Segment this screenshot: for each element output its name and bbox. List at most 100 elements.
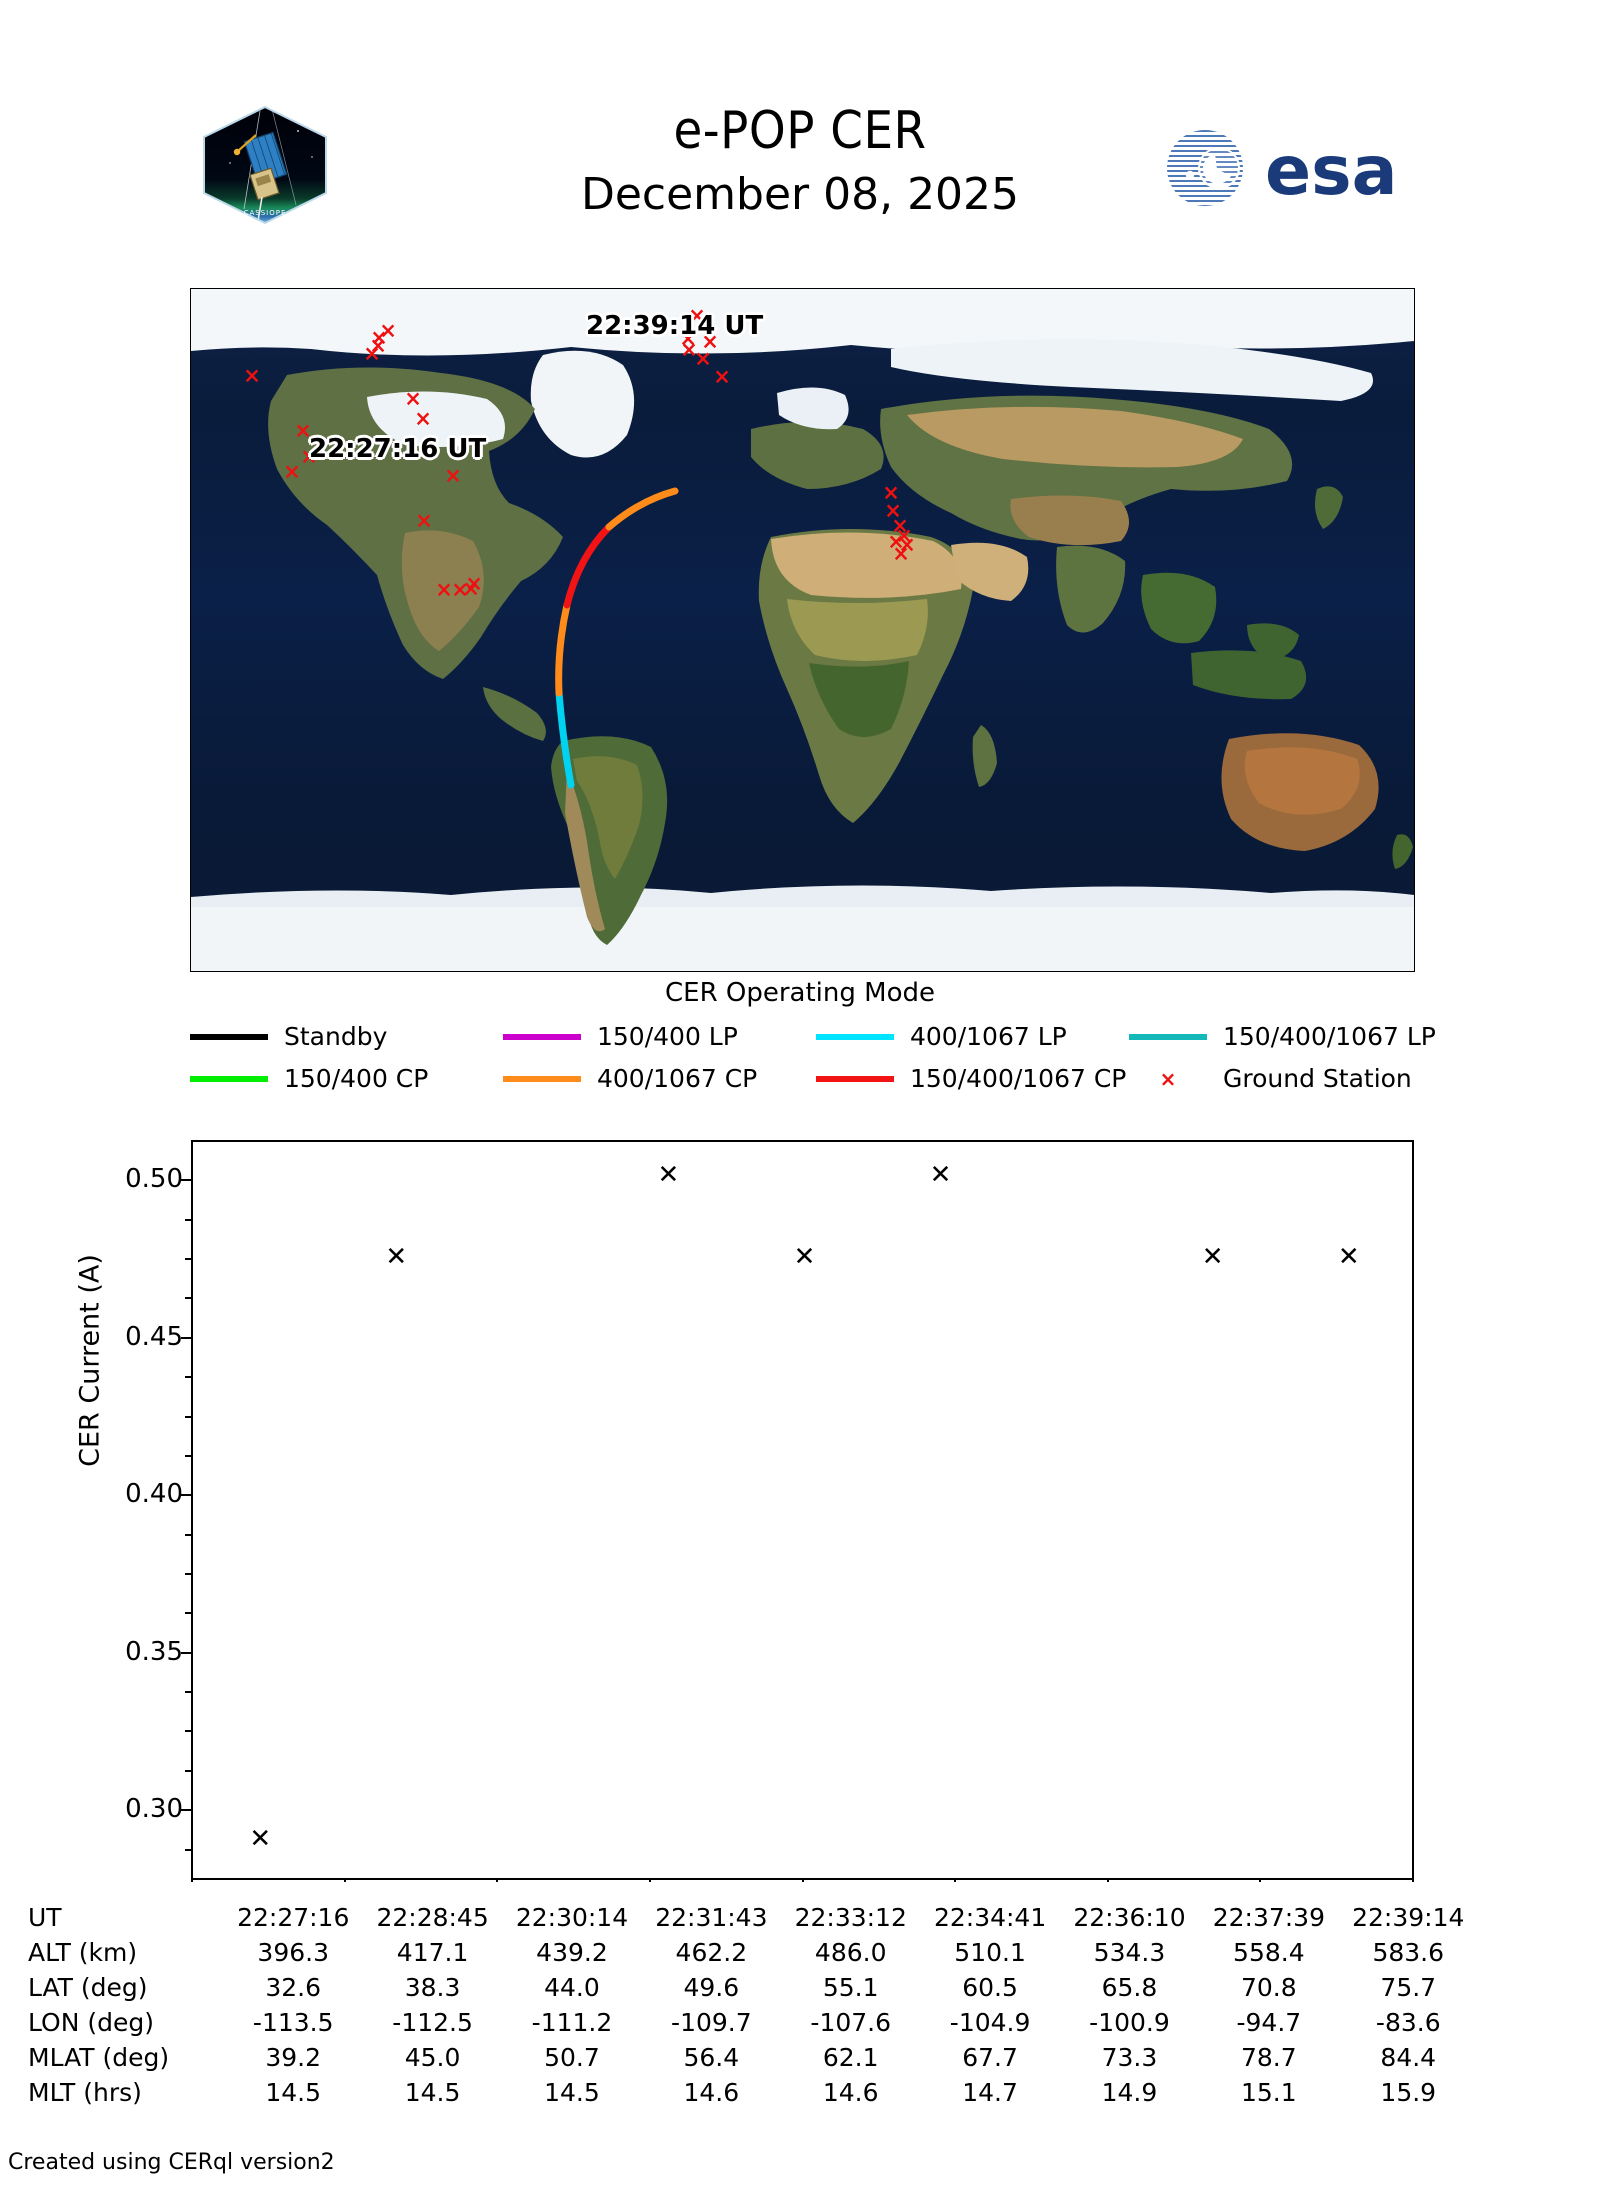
table-cell: 14.6 xyxy=(822,2078,879,2107)
table-cell: -107.6 xyxy=(810,2008,892,2037)
legend-item-label: Ground Station xyxy=(1223,1064,1412,1093)
table-cell: 44.0 xyxy=(544,1973,600,2002)
legend-title: CER Operating Mode xyxy=(664,978,935,1008)
table-cell: 14.5 xyxy=(544,2078,600,2107)
table-cell: 510.1 xyxy=(954,1938,1026,1967)
table-cell: -111.2 xyxy=(531,2008,613,2037)
legend-item-label: 150/400/1067 CP xyxy=(910,1064,1127,1093)
ephemeris-table-grid: UT 22:27:16 22:28:45 22:30:14 22:31:43 22:33:… xyxy=(28,1900,1478,2110)
table-cell: 14.5 xyxy=(404,2078,461,2107)
data-point-marker: ✕ xyxy=(249,1824,272,1855)
table-cell: 22:37:39 xyxy=(1212,1903,1325,1932)
data-point-marker: ✕ xyxy=(929,1160,952,1191)
esa-wordmark: esa xyxy=(1265,132,1397,208)
y-axis-minor-tick xyxy=(185,1218,193,1221)
legend-item[interactable]: Standby xyxy=(190,1022,387,1051)
table-cell: 22:33:12 xyxy=(794,1903,907,1932)
data-point-marker: ✕ xyxy=(1201,1241,1224,1272)
legend-color-swatch xyxy=(190,1033,268,1040)
y-axis-minor-tick xyxy=(185,1258,193,1261)
legend-color-swatch xyxy=(190,1075,268,1082)
table-cell: 14.9 xyxy=(1101,2078,1158,2107)
table-cell: -113.5 xyxy=(252,2008,334,2037)
table-cell: 534.3 xyxy=(1093,1938,1166,1967)
legend-color-swatch xyxy=(816,1033,894,1040)
y-axis-minor-tick xyxy=(185,1454,193,1457)
scatter-plot[interactable]: ✕ ✕ ✕ ✕ ✕ ✕ ✕ xyxy=(191,1140,1414,1880)
table-cell: 22:30:14 xyxy=(515,1903,629,1932)
y-axis-tick-label: 0.50 xyxy=(125,1164,183,1195)
y-axis-minor-tick xyxy=(185,1415,193,1418)
data-point-marker: ✕ xyxy=(657,1160,680,1191)
legend-item[interactable]: 150/400 CP xyxy=(190,1064,428,1093)
table-cell: 73.3 xyxy=(1101,2043,1158,2072)
table-cell: -83.6 xyxy=(1375,2008,1441,2037)
page-header: CASSIOPE e-POP CER December 08, 2025 xyxy=(0,0,1600,225)
table-cell: 39.2 xyxy=(265,2043,322,2072)
table-row: LON (deg) -113.5 -112.5 -111.2 -109.7 -107.6 -… xyxy=(28,2005,1478,2040)
table-cell: 396.3 xyxy=(257,1938,329,1967)
table-cell: 75.7 xyxy=(1380,1973,1437,2002)
table-row-label: MLAT (deg) xyxy=(28,2043,170,2072)
table-cell: 417.1 xyxy=(396,1938,469,1967)
table-cell: 14.6 xyxy=(683,2078,740,2107)
table-cell: 70.8 xyxy=(1241,1973,1297,2002)
data-point-marker: ✕ xyxy=(793,1241,816,1272)
table-cell: 22:28:45 xyxy=(376,1903,489,1932)
y-axis-tick xyxy=(181,1809,193,1812)
legend-item-label: 400/1067 LP xyxy=(910,1022,1067,1051)
table-cell: 32.6 xyxy=(265,1973,322,2002)
legend-ground-station-icon: × xyxy=(1159,1066,1177,1091)
table-row-label: UT xyxy=(28,1903,62,1932)
legend-item-label: 150/400 CP xyxy=(284,1064,429,1093)
table-cell: -112.5 xyxy=(392,2008,473,2037)
legend-item[interactable]: 150/400 LP xyxy=(503,1022,738,1051)
table-cell: 38.3 xyxy=(404,1973,461,2002)
table-row: MLT (hrs) 14.5 14.5 14.5 14.6 14.6 14.7 14.9 15.… xyxy=(28,2075,1478,2110)
page-date: December 08, 2025 xyxy=(580,169,1020,220)
world-map[interactable]: × × × × × × × × × × × × × × × × × × × × × × × × × × × × × × × 22:39:14… xyxy=(190,288,1415,972)
table-cell: -94.7 xyxy=(1236,2008,1302,2037)
legend-item[interactable]: 400/1067 CP xyxy=(503,1064,757,1093)
table-cell: 62.1 xyxy=(822,2043,879,2072)
table-cell: 55.1 xyxy=(822,1973,879,2002)
legend-item-label: 150/400 LP xyxy=(597,1022,738,1051)
cassiope-logo: CASSIOPE xyxy=(200,105,330,225)
table-row-label: ALT (km) xyxy=(28,1938,138,1967)
table-row: ALT (km) 396.3 417.1 439.2 462.2 486.0 510.1 53… xyxy=(28,1935,1478,1970)
legend-item[interactable]: × Ground Station xyxy=(1129,1064,1412,1093)
y-axis-tick-label: 0.45 xyxy=(125,1321,183,1352)
footer-credit: Created using CERql version2 xyxy=(8,2150,335,2175)
table-cell: 50.7 xyxy=(544,2043,600,2072)
table-cell: -100.9 xyxy=(1089,2008,1170,2037)
table-cell: 78.7 xyxy=(1241,2043,1297,2072)
y-axis-minor-tick xyxy=(185,1691,193,1694)
data-point-marker: ✕ xyxy=(1337,1241,1360,1272)
table-cell: 67.7 xyxy=(962,2043,1018,2072)
y-axis-minor-tick xyxy=(185,1848,193,1851)
table-cell: 45.0 xyxy=(404,2043,461,2072)
legend-item[interactable]: 150/400/1067 LP xyxy=(1129,1022,1436,1051)
table-row-label: LON (deg) xyxy=(28,2008,154,2037)
table-cell: 22:34:41 xyxy=(933,1903,1047,1932)
y-axis-tick xyxy=(181,1336,193,1339)
legend-item-label: 400/1067 CP xyxy=(597,1064,758,1093)
table-cell: 22:31:43 xyxy=(655,1903,768,1932)
ephemeris-table: UT 22:27:16 22:28:45 22:30:14 22:31:43 22:33:… xyxy=(28,1900,1478,2110)
legend-item[interactable]: 150/400/1067 CP xyxy=(816,1064,1126,1093)
svg-text:CASSIOPE: CASSIOPE xyxy=(244,209,287,217)
table-cell: -104.9 xyxy=(949,2008,1031,2037)
table-cell: 49.6 xyxy=(683,1973,740,2002)
y-axis-minor-tick xyxy=(185,1730,193,1733)
table-cell: 15.1 xyxy=(1241,2078,1297,2107)
table-row-label: LAT (deg) xyxy=(28,1973,148,2002)
legend-item[interactable]: 400/1067 LP xyxy=(816,1022,1067,1051)
table-cell: 439.2 xyxy=(536,1938,608,1967)
y-axis-tick xyxy=(181,1179,193,1182)
table-cell: 56.4 xyxy=(683,2043,740,2072)
table-cell: 583.6 xyxy=(1372,1938,1445,1967)
table-cell: 65.8 xyxy=(1101,1973,1158,2002)
page-title: e-POP CER xyxy=(673,101,927,161)
legend-color-swatch xyxy=(1129,1033,1207,1040)
table-cell: -109.7 xyxy=(671,2008,752,2037)
